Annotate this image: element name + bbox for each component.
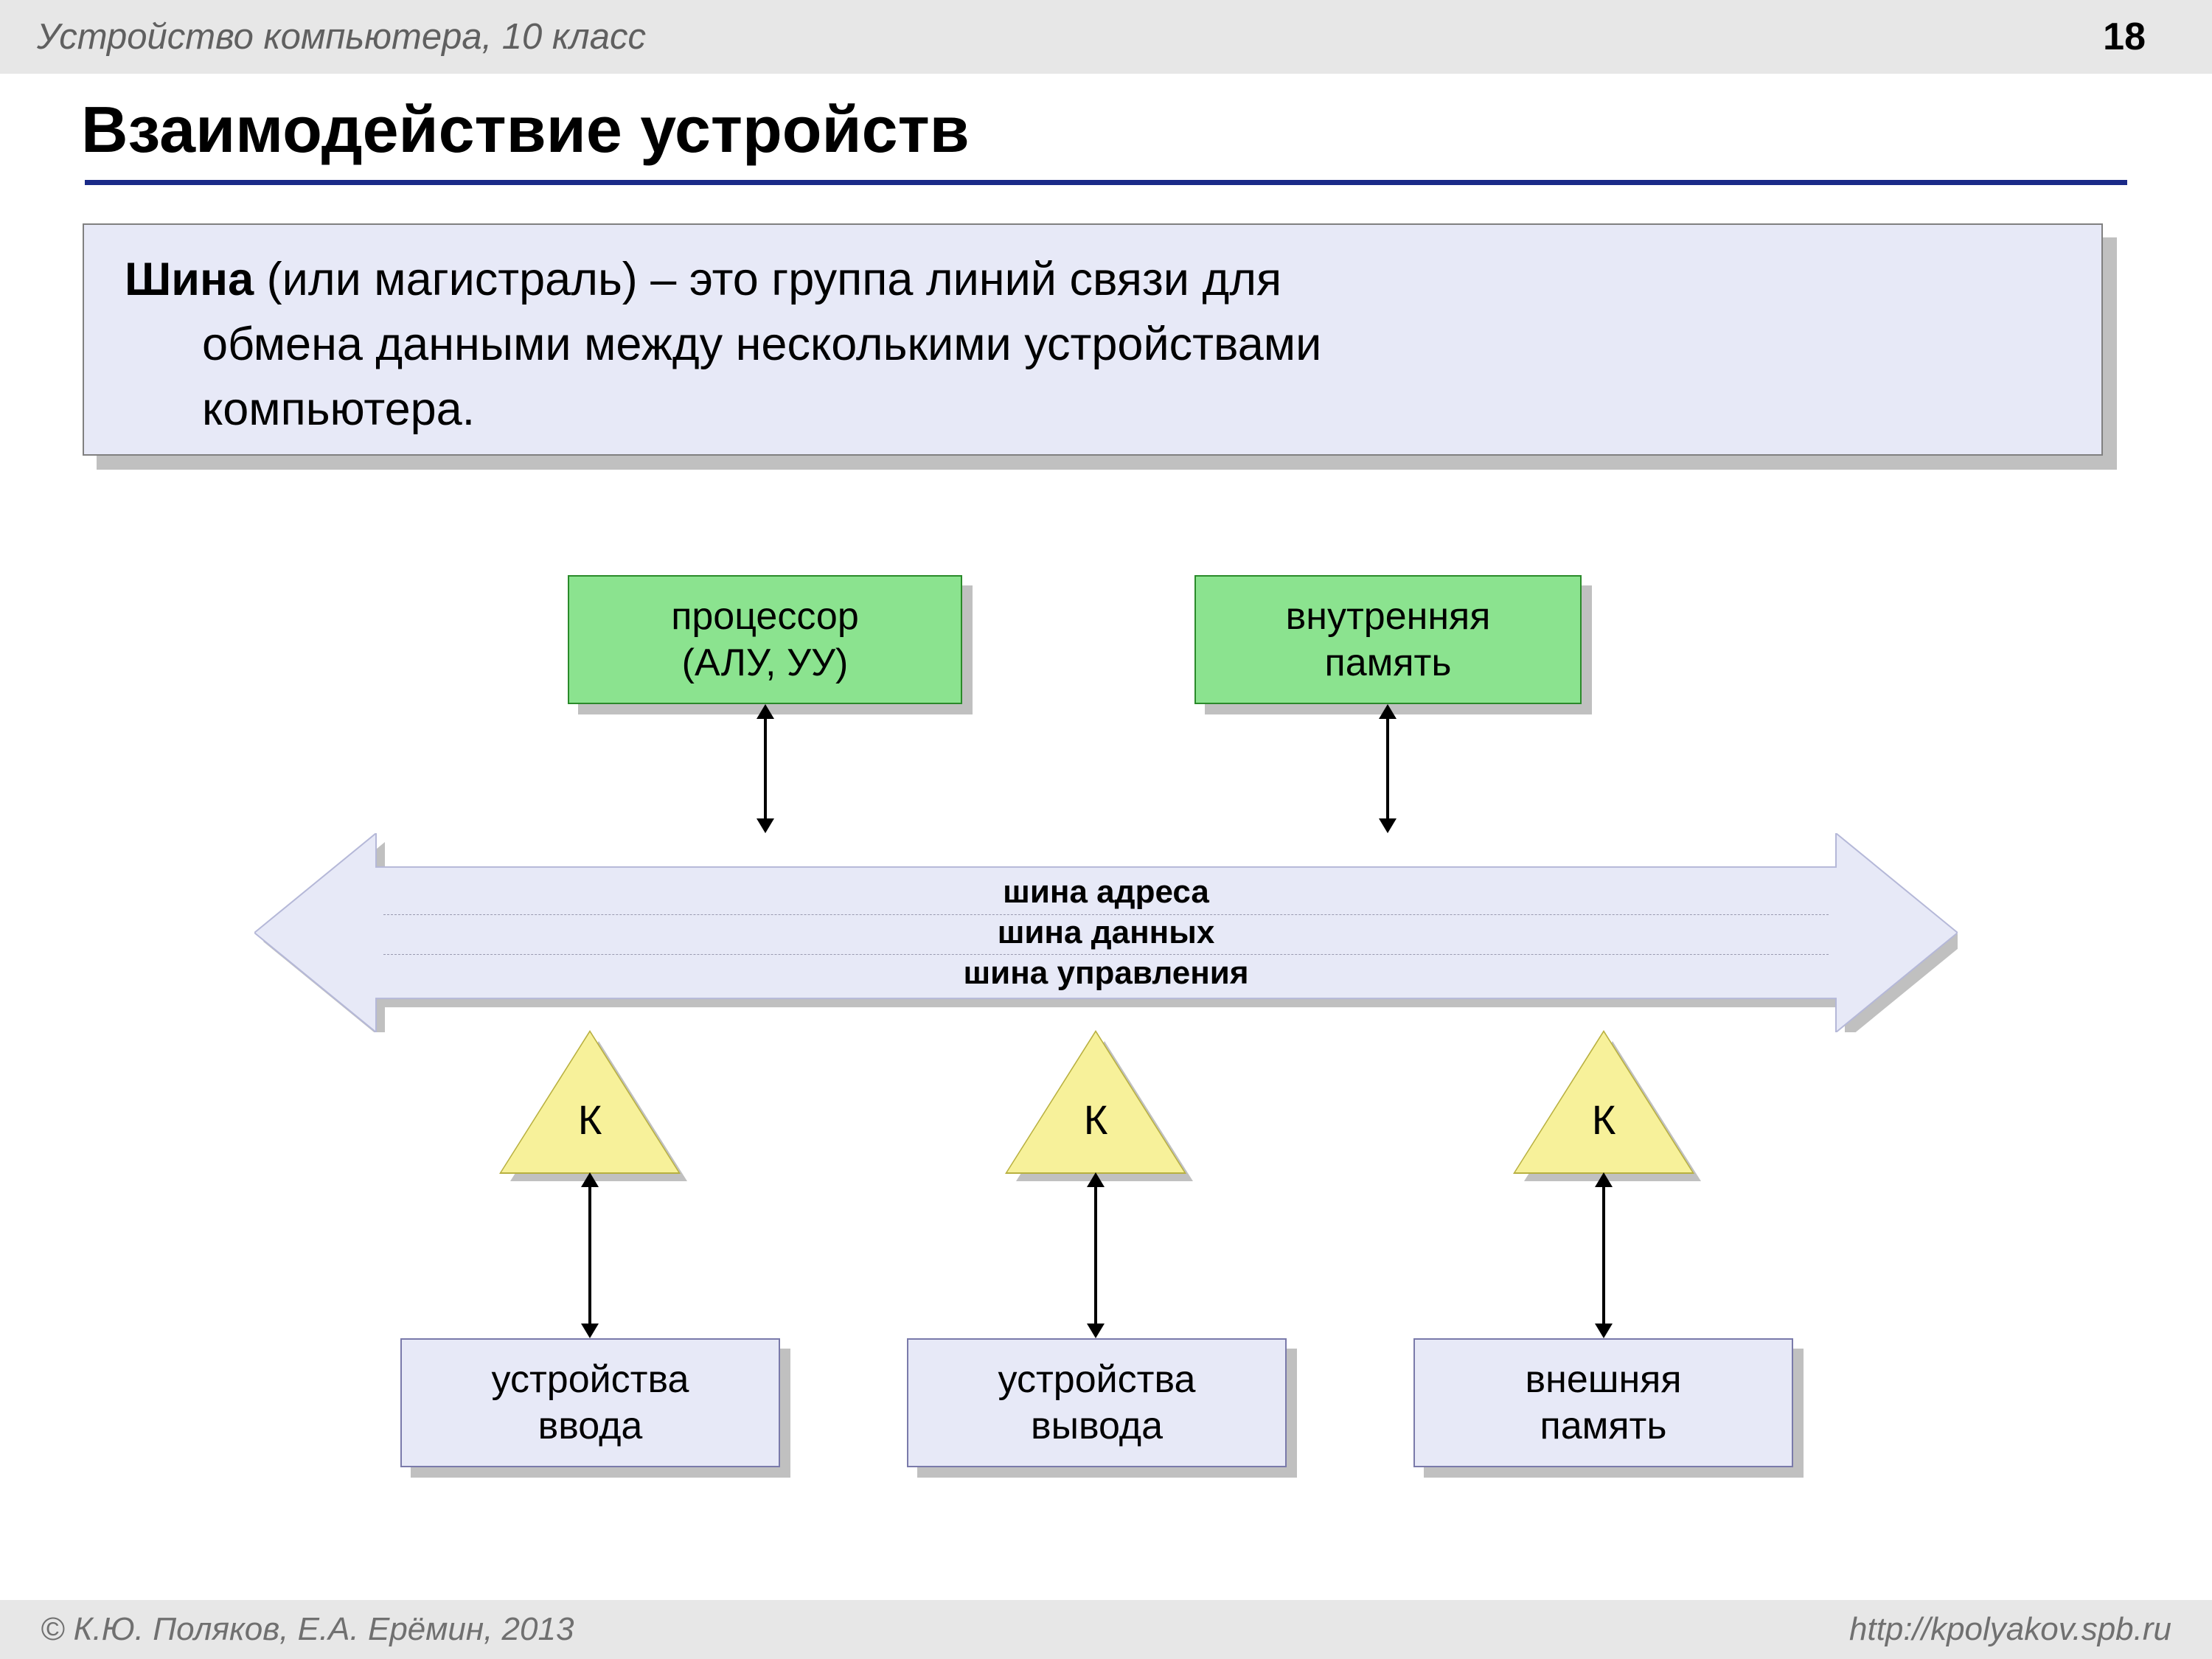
node-label: внешняяпамять	[1525, 1357, 1681, 1449]
arrowhead-down-icon	[581, 1324, 599, 1338]
arrowhead-up-icon	[581, 1172, 599, 1187]
controller-k3: К	[1515, 1032, 1692, 1172]
arrowhead-up-icon	[1087, 1172, 1105, 1187]
page-title: Взаимодействие устройств	[81, 92, 970, 167]
connector-shaft	[764, 717, 767, 820]
node-processor: процессор(АЛУ, УУ)	[568, 575, 962, 704]
definition-box: Шина (или магистраль) – это группа линий…	[83, 223, 2103, 456]
controller-label: К	[501, 1096, 678, 1144]
bus-label: шина данных	[998, 912, 1215, 953]
slide: Устройство компьютера, 10 класс 18 Взаим…	[0, 0, 2212, 1659]
node-memory-ext: внешняяпамять	[1413, 1338, 1793, 1467]
connector-c-mid-1	[581, 1172, 599, 1338]
connector-shaft	[1386, 717, 1389, 820]
footer-bar: © К.Ю. Поляков, Е.А. Ерёмин, 2013 http:/…	[0, 1600, 2212, 1659]
bus-label: шина управления	[964, 953, 1249, 993]
arrowhead-down-icon	[757, 818, 774, 833]
header-bar: Устройство компьютера, 10 класс 18	[0, 0, 2212, 74]
node-input-dev: устройстваввода	[400, 1338, 780, 1467]
title-underline	[85, 180, 2127, 185]
arrowhead-down-icon	[1379, 818, 1397, 833]
node-label: устройствавывода	[998, 1357, 1196, 1449]
controller-k2: К	[1007, 1032, 1184, 1172]
controller-k1: К	[501, 1032, 678, 1172]
arrowhead-up-icon	[757, 704, 774, 719]
bus-label: шина адреса	[1003, 872, 1209, 912]
node-label: процессор(АЛУ, УУ)	[671, 594, 859, 686]
arrowhead-up-icon	[1379, 704, 1397, 719]
header-subject: Устройство компьютера, 10 класс	[37, 16, 646, 58]
controller-label: К	[1007, 1096, 1184, 1144]
footer-url: http://kpolyakov.spb.ru	[1849, 1611, 2171, 1648]
bus-labels: шина адресашина данныхшина управления	[376, 867, 1836, 998]
definition-line1: (или магистраль) – это группа линий связ…	[254, 254, 1281, 305]
node-memory-internal: внутренняяпамять	[1194, 575, 1582, 704]
arrowhead-up-icon	[1595, 1172, 1613, 1187]
arrowhead-down-icon	[1595, 1324, 1613, 1338]
node-label: внутренняяпамять	[1286, 594, 1491, 686]
connector-c-mid-3	[1595, 1172, 1613, 1338]
node-output-dev: устройствавывода	[907, 1338, 1287, 1467]
connector-shaft	[1602, 1186, 1605, 1325]
definition-line2: обмена данными между несколькими устройс…	[125, 312, 2061, 377]
definition-term: Шина	[125, 254, 254, 305]
connector-c-mid-2	[1087, 1172, 1105, 1338]
node-label: устройстваввода	[492, 1357, 689, 1449]
connector-shaft	[588, 1186, 591, 1325]
page-number: 18	[2103, 15, 2183, 59]
connector-shaft	[1094, 1186, 1097, 1325]
definition-line3: компьютера.	[125, 377, 2061, 442]
connector-c-top-1	[757, 704, 774, 833]
connector-c-top-2	[1379, 704, 1397, 833]
controller-label: К	[1515, 1096, 1692, 1144]
arrowhead-down-icon	[1087, 1324, 1105, 1338]
footer-copyright: © К.Ю. Поляков, Е.А. Ерёмин, 2013	[41, 1611, 574, 1648]
